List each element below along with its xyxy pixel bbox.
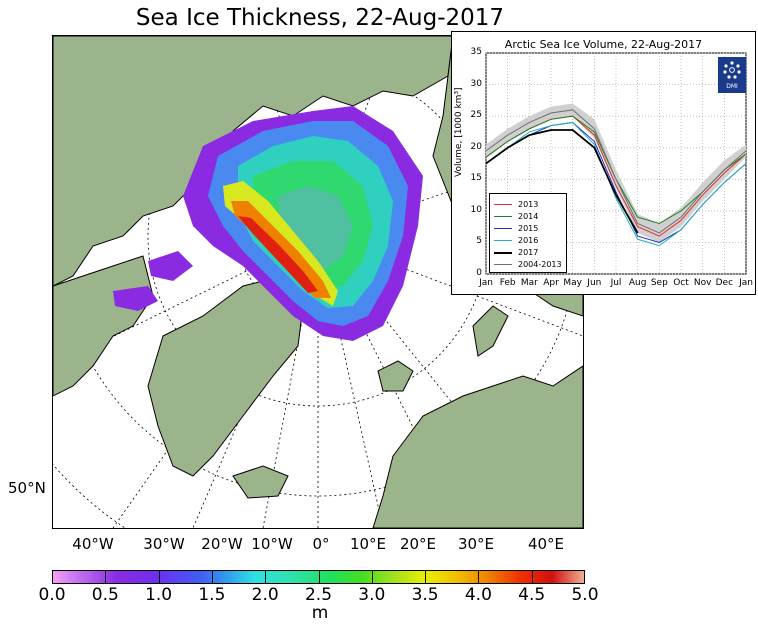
land-svalbard [377,360,414,392]
inset-ylabel: Volume, [1000 km³] [454,87,464,177]
legend-label: 2013 [518,200,539,209]
y-tick-label: 30 [470,78,482,89]
legend-swatch [494,228,512,229]
lat-label-50n: 50°N [8,479,46,497]
lon-label: 0° [312,535,330,553]
x-tick-label: May [563,278,582,288]
legend-item: 2013 [494,199,538,210]
x-tick-label: Oct [673,278,689,288]
colorbar-tick-label: 2.0 [251,585,279,605]
colorbar-tick-label: 0.5 [91,585,119,605]
legend-label: 2016 [518,236,539,245]
y-tick-label: 15 [470,173,482,184]
legend-item: 2004-2013 [494,259,562,270]
colorbar-tick [265,570,267,584]
colorbar-tick-label: 2.5 [304,585,333,605]
legend-label: 2015 [518,224,539,233]
x-tick-label: Jan [739,278,753,288]
legend-item: 2014 [494,211,538,222]
colorbar-tick-label: 4.5 [518,585,546,605]
legend-item: 2016 [494,235,538,246]
x-tick-label: Sep [650,278,668,288]
sea-ice-field [183,106,423,341]
x-tick-label: Jun [587,278,602,288]
colorbar-tick-label: 4.0 [464,585,492,605]
y-tick-label: 35 [470,47,482,57]
y-tick-label: 10 [470,204,482,215]
legend-swatch [494,204,512,205]
colorbar-tick [371,570,373,584]
archipelago-ice [113,251,193,311]
lon-label: 40°W [72,535,114,553]
colorbar-tick-label: 3.0 [358,585,386,605]
legend-swatch [494,251,512,254]
colorbar-tick [531,570,533,584]
x-tick-label: Apr [543,278,559,288]
x-tick-label: Jan [479,278,493,288]
y-tick-label: 5 [476,236,482,247]
colorbar-tick [105,570,107,584]
colorbar-tick [158,570,160,584]
colorbar-unit: m [311,603,329,623]
page-title: Sea Ice Thickness, 22-Aug-2017 [135,5,505,31]
x-tick-label: Aug [628,278,647,288]
colorbar-tick [478,570,480,584]
legend-swatch [494,264,512,265]
colorbar-tick-label: 5.0 [571,585,599,605]
colorbar-tick-label: 3.5 [411,585,439,605]
x-tick-label: Mar [520,278,538,288]
legend-label: 2004-2013 [518,260,562,269]
colorbar-tick [318,570,320,584]
lon-label: 30°E [457,535,495,553]
chart-legend: 2013 2014 2015 2016 2017 2004-2013 [489,193,567,273]
legend-item: 2017 [494,247,538,258]
dmi-logo-text: DMI [726,83,738,90]
series-line-2004-2013 [485,109,747,234]
volume-chart [485,52,747,275]
lon-label: 10°E [349,535,387,553]
legend-swatch [494,216,512,217]
colorbar-tick [211,570,213,584]
land-novaya-zemlya [472,305,509,357]
series-line-2016 [485,121,747,247]
series-line-2017 [485,129,639,234]
legend-item: 2015 [494,223,538,234]
colorbar-tick-label: 0.0 [38,585,66,605]
x-tick-label: Nov [693,278,712,288]
lon-label: 20°E [399,535,437,553]
climatology-band [486,103,746,243]
y-tick-label: 0 [476,268,482,278]
y-tick-label: 20 [470,141,482,152]
volume-chart-inset: Arctic Sea Ice Volume, 22-Aug-2017 Volum… [451,31,756,295]
lon-label: 40°E [527,535,565,553]
dmi-logo: DMI [718,57,746,93]
colorbar-tick [425,570,427,584]
lon-label: 20°W [201,535,243,553]
colorbar-tick-label: 1.5 [198,585,226,605]
lon-label: 10°W [251,535,293,553]
x-tick-label: Dec [715,278,734,288]
legend-label: 2014 [518,212,539,221]
x-tick-label: Jul [610,278,622,288]
colorbar-tick-label: 1.0 [145,585,173,605]
land-scandinavia [372,365,583,528]
legend-label: 2017 [518,248,539,257]
y-tick-label: 25 [470,110,482,121]
inset-title: Arctic Sea Ice Volume, 22-Aug-2017 [504,38,703,51]
legend-swatch [494,240,512,241]
lon-label: 30°W [143,535,185,553]
x-tick-label: Feb [499,278,516,288]
land-iceland [232,465,289,499]
land-greenland [147,275,304,477]
dmi-emblem-icon [723,61,741,79]
